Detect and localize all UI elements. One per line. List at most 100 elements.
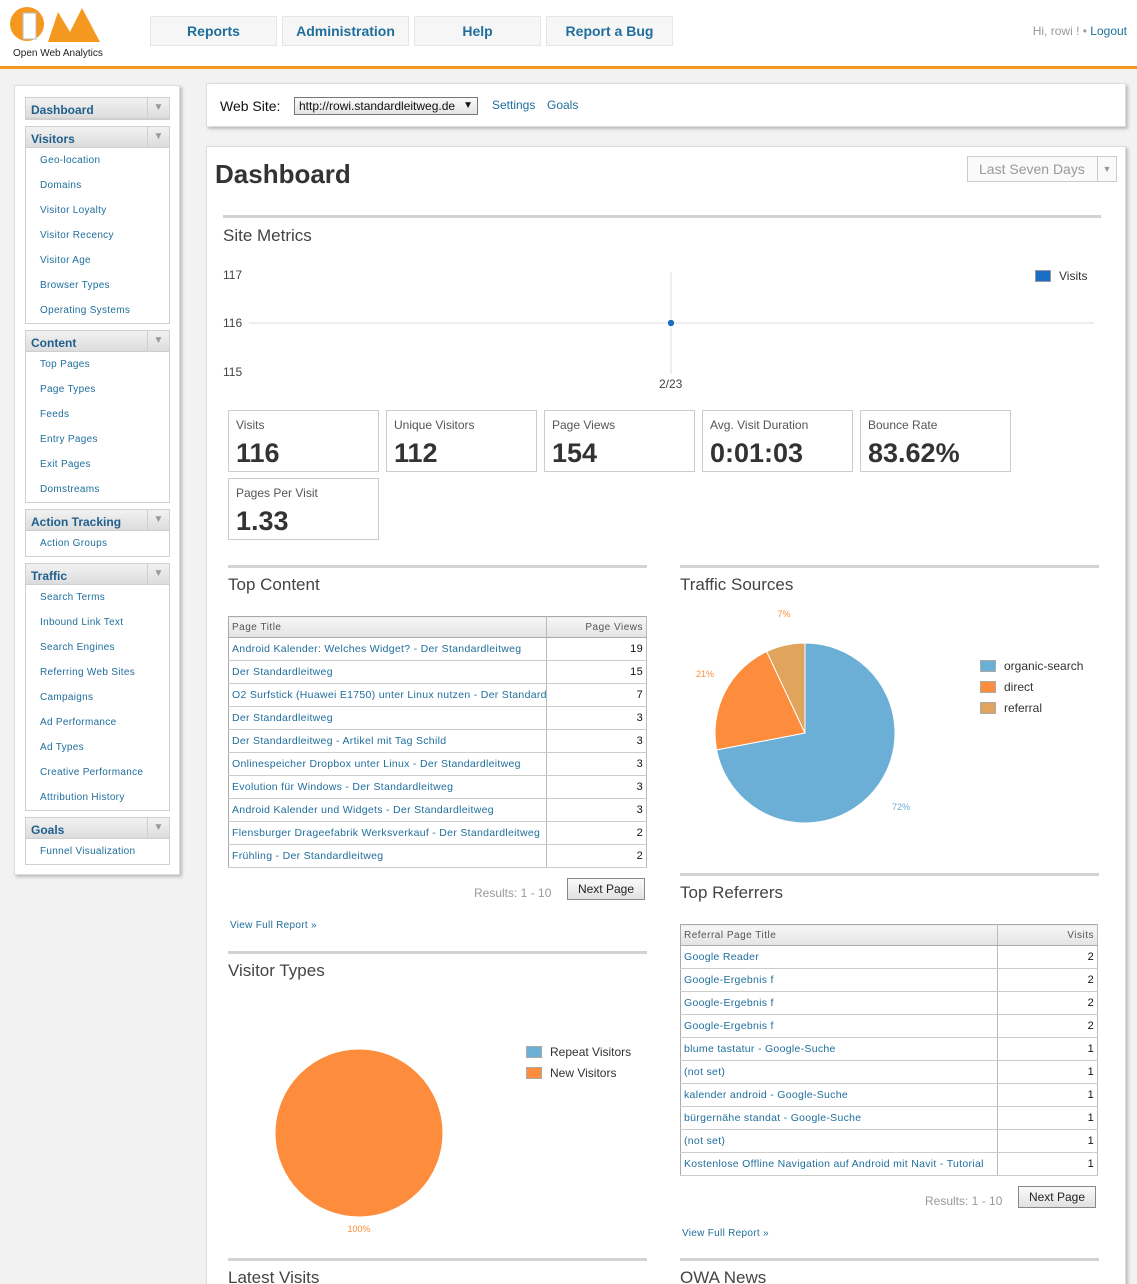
collapse-arrow-icon[interactable]: ▼ [147, 98, 169, 118]
sidebar-item-entry-pages[interactable]: Entry Pages [40, 434, 98, 445]
row-title-link[interactable]: Onlinespeicher Dropbox unter Linux - Der… [228, 752, 547, 776]
website-select[interactable]: http://rowi.standardleitweg.de ▼ [294, 97, 478, 115]
row-title-link[interactable]: Google-Ergebnis f [680, 1014, 998, 1038]
nav-help[interactable]: Help [414, 16, 541, 46]
table-row[interactable]: Android Kalender und Widgets - Der Stand… [228, 798, 648, 822]
sidebar-item-attribution-history[interactable]: Attribution History [40, 792, 125, 803]
column-header-referral-page-title[interactable]: Referral Page Title [680, 924, 998, 946]
row-title-link[interactable]: Google-Ergebnis f [680, 968, 998, 992]
data-point[interactable] [666, 318, 676, 328]
table-row[interactable]: O2 Surfstick (Huawei E1750) unter Linux … [228, 683, 648, 707]
sidebar-item-geo-location[interactable]: Geo-location [40, 155, 101, 166]
row-title-link[interactable]: Android Kalender und Widgets - Der Stand… [228, 798, 547, 822]
sidebar-item-visitor-recency[interactable]: Visitor Recency [40, 230, 114, 241]
table-row[interactable]: blume tastatur - Google-Suche 1 [680, 1037, 1099, 1061]
table-row[interactable]: Evolution für Windows - Der Standardleit… [228, 775, 648, 799]
top-referrers-full-report-link[interactable]: View Full Report » [682, 1228, 769, 1239]
table-row[interactable]: Google Reader 2 [680, 945, 1099, 969]
sidebar-item-page-types[interactable]: Page Types [40, 384, 96, 395]
sidebar-item-feeds[interactable]: Feeds [40, 409, 70, 420]
table-row[interactable]: bürgernähe standat - Google-Suche 1 [680, 1106, 1099, 1130]
table-row[interactable]: Der Standardleitweg - Artikel mit Tag Sc… [228, 729, 648, 753]
row-title-link[interactable]: Google Reader [680, 945, 998, 969]
row-title-link[interactable]: (not set) [680, 1060, 998, 1084]
table-row[interactable]: Frühling - Der Standardleitweg 2 [228, 844, 648, 868]
row-title-link[interactable]: Flensburger Drageefabrik Werksverkauf - … [228, 821, 547, 845]
row-title-link[interactable]: Evolution für Windows - Der Standardleit… [228, 775, 547, 799]
nav-report-a-bug[interactable]: Report a Bug [546, 16, 673, 46]
sidebar-header-content[interactable]: Content ▼ [26, 331, 169, 352]
sidebar-item-top-pages[interactable]: Top Pages [40, 359, 90, 370]
row-title-link[interactable]: Der Standardleitweg - Artikel mit Tag Sc… [228, 729, 547, 753]
row-title-link[interactable]: Frühling - Der Standardleitweg [228, 844, 547, 868]
sidebar-header-goals[interactable]: Goals ▼ [26, 818, 169, 839]
owa-logo[interactable]: Open Web Analytics [10, 4, 115, 62]
table-row[interactable]: (not set) 1 [680, 1060, 1099, 1084]
sidebar-item-campaigns[interactable]: Campaigns [40, 692, 94, 703]
top-referrers-next-button[interactable]: Next Page [1018, 1186, 1096, 1208]
sidebar-item-browser-types[interactable]: Browser Types [40, 280, 110, 291]
table-row[interactable]: Der Standardleitweg 15 [228, 660, 648, 684]
table-row[interactable]: Kostenlose Offline Navigation auf Androi… [680, 1152, 1099, 1176]
row-title-link[interactable]: kalender android - Google-Suche [680, 1083, 998, 1107]
top-content-full-report-link[interactable]: View Full Report » [230, 920, 317, 931]
table-row[interactable]: Onlinespeicher Dropbox unter Linux - Der… [228, 752, 648, 776]
table-row[interactable]: Der Standardleitweg 3 [228, 706, 648, 730]
row-title-link[interactable]: Google-Ergebnis f [680, 991, 998, 1015]
collapse-arrow-icon[interactable]: ▼ [147, 331, 169, 351]
sidebar-header-action-tracking[interactable]: Action Tracking ▼ [26, 510, 169, 531]
pie-slice-direct[interactable] [714, 650, 806, 751]
row-value: 1 [997, 1037, 1099, 1061]
row-title-link[interactable]: blume tastatur - Google-Suche [680, 1037, 998, 1061]
pie-slice-organic-search[interactable] [716, 642, 896, 824]
nav-reports[interactable]: Reports [150, 16, 277, 46]
row-title-link[interactable]: Der Standardleitweg [228, 660, 547, 684]
period-select[interactable]: Last Seven Days ▼ [967, 156, 1117, 182]
sidebar-item-referring-web-sites[interactable]: Referring Web Sites [40, 667, 135, 678]
sidebar-item-search-engines[interactable]: Search Engines [40, 642, 115, 653]
row-title-link[interactable]: O2 Surfstick (Huawei E1750) unter Linux … [228, 683, 547, 707]
collapse-arrow-icon[interactable]: ▼ [147, 818, 169, 838]
row-title-link[interactable]: Der Standardleitweg [228, 706, 547, 730]
row-title-link[interactable]: Android Kalender: Welches Widget? - Der … [228, 637, 547, 661]
pie-slice-referral[interactable] [766, 642, 806, 734]
sidebar-item-action-groups[interactable]: Action Groups [40, 538, 108, 549]
nav-administration[interactable]: Administration [282, 16, 409, 46]
collapse-arrow-icon[interactable]: ▼ [147, 127, 169, 147]
sidebar-item-inbound-link-text[interactable]: Inbound Link Text [40, 617, 124, 628]
column-header-visits[interactable]: Visits [997, 924, 1099, 946]
sidebar-item-exit-pages[interactable]: Exit Pages [40, 459, 91, 470]
table-row[interactable]: Flensburger Drageefabrik Werksverkauf - … [228, 821, 648, 845]
sidebar-header-traffic[interactable]: Traffic ▼ [26, 564, 169, 585]
logout-link[interactable]: Logout [1090, 24, 1127, 38]
sidebar-item-creative-performance[interactable]: Creative Performance [40, 767, 144, 778]
table-row[interactable]: Android Kalender: Welches Widget? - Der … [228, 637, 648, 661]
sidebar-item-domains[interactable]: Domains [40, 180, 82, 191]
top-content-next-button[interactable]: Next Page [567, 878, 645, 900]
collapse-arrow-icon[interactable]: ▼ [147, 510, 169, 530]
goals-link[interactable]: Goals [547, 98, 579, 112]
settings-link[interactable]: Settings [492, 98, 536, 112]
sidebar-item-visitor-loyalty[interactable]: Visitor Loyalty [40, 205, 107, 216]
sidebar-item-visitor-age[interactable]: Visitor Age [40, 255, 91, 266]
table-row[interactable]: (not set) 1 [680, 1129, 1099, 1153]
sidebar-item-operating-systems[interactable]: Operating Systems [40, 305, 131, 316]
sidebar-item-ad-performance[interactable]: Ad Performance [40, 717, 117, 728]
sidebar-item-search-terms[interactable]: Search Terms [40, 592, 106, 603]
column-header-page-views[interactable]: Page Views [546, 616, 648, 638]
pie-slice-new-visitors[interactable] [274, 1048, 444, 1218]
sidebar-header-dashboard[interactable]: Dashboard ▼ [26, 98, 169, 119]
row-title-link[interactable]: Kostenlose Offline Navigation auf Androi… [680, 1152, 998, 1176]
table-row[interactable]: kalender android - Google-Suche 1 [680, 1083, 1099, 1107]
sidebar-header-visitors[interactable]: Visitors ▼ [26, 127, 169, 148]
sidebar-item-funnel-visualization[interactable]: Funnel Visualization [40, 846, 136, 857]
row-title-link[interactable]: (not set) [680, 1129, 998, 1153]
column-header-page-title[interactable]: Page Title [228, 616, 547, 638]
sidebar-item-domstreams[interactable]: Domstreams [40, 484, 100, 495]
collapse-arrow-icon[interactable]: ▼ [147, 564, 169, 584]
row-title-link[interactable]: bürgernähe standat - Google-Suche [680, 1106, 998, 1130]
sidebar-item-ad-types[interactable]: Ad Types [40, 742, 84, 753]
